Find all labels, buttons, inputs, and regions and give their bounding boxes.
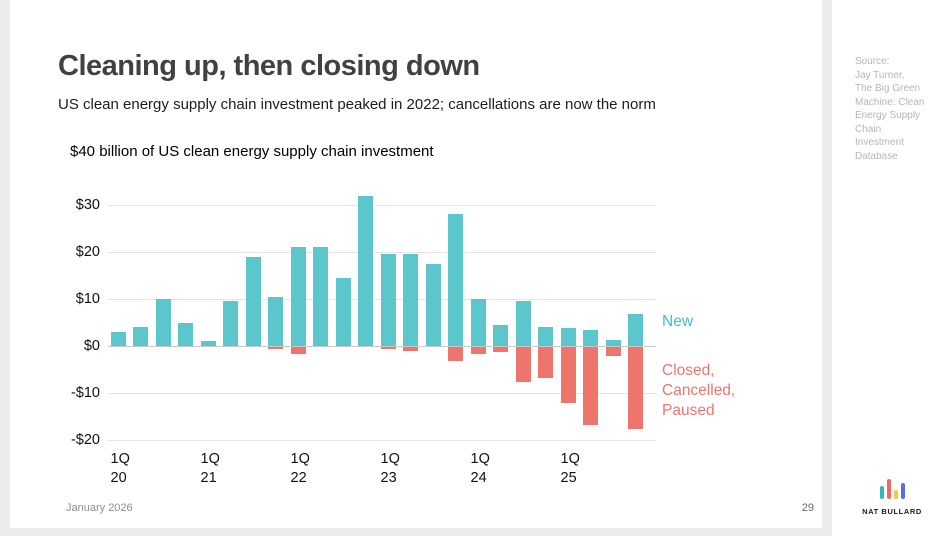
gridline [108,252,656,253]
bar-new [605,340,621,346]
bar-new [245,256,261,346]
y-tick-label: $20 [75,244,100,260]
bar-new [560,328,576,346]
gridline [108,393,656,394]
y-tick-label: $10 [75,291,100,307]
slide-title: Cleaning up, then closing down [58,50,480,82]
logo-bar [893,490,898,499]
chart-title: $40 billion of US clean energy supply ch… [70,143,434,160]
logo-text: NAT BULLARD [862,507,922,516]
gridline [108,205,656,206]
logo-bar [879,486,884,499]
legend-closed: Closed, Cancelled, Paused [662,362,736,420]
logo-bar [900,483,905,499]
bar-closed [493,347,508,352]
bar-closed [515,347,531,383]
bar-new [155,299,171,346]
x-tick-label: 1Q 21 [200,451,220,486]
bar-new [200,341,216,346]
bar-new [110,331,126,346]
bar-closed [470,347,486,355]
bar-new [470,299,486,346]
bar-new [403,254,418,346]
bar-closed [380,347,396,350]
logo-bar [886,479,891,499]
bar-closed [448,347,463,362]
bar-new [313,247,328,346]
bar-new [448,214,463,346]
bar-closed [560,347,576,404]
bar-new [380,254,396,346]
right-sidebar: Source: Jay Turner, The Big Green Machin… [832,0,952,536]
y-tick-label: -$10 [70,385,100,401]
slide-subtitle: US clean energy supply chain investment … [58,96,656,113]
legend-new: New [662,313,694,330]
bar-closed [403,347,418,351]
footer-date: January 2026 [66,502,133,514]
bar-new [628,314,643,346]
y-tick-label: -$20 [70,432,100,448]
logo-bars-icon [879,477,905,499]
bar-new [268,296,283,346]
x-tick-label: 1Q 24 [470,451,490,486]
bar-closed [583,347,598,425]
bar-new [133,327,148,346]
x-axis-labels: 1Q 20 1Q 21 1Q 22 1Q 23 1Q 24 1Q 25 [108,450,656,492]
bar-new [425,263,441,346]
x-tick-label: 1Q 22 [290,451,310,486]
bar-closed [268,347,283,350]
source-attribution: Source: Jay Turner, The Big Green Machin… [855,56,925,162]
bar-new [358,195,373,346]
y-tick-label: $30 [75,197,100,213]
y-tick-label: $0 [83,338,100,354]
x-tick-label: 1Q 25 [560,451,580,486]
bar-closed [628,347,643,430]
bar-new [335,277,351,346]
plot-area [108,158,656,441]
bar-new [178,322,193,346]
bar-new [538,327,553,346]
y-axis-labels: $30 $20 $10 $0 -$10 -$20 [30,158,100,448]
bar-new [493,324,508,346]
page-number: 29 [801,502,814,514]
x-tick-label: 1Q 23 [380,451,400,486]
x-tick-label: 1Q 20 [110,451,130,486]
logo: NAT BULLARD [832,477,952,516]
bar-closed [290,347,306,355]
bar-closed [605,347,621,357]
bar-closed [538,347,553,378]
bar-new [515,301,531,346]
main-slide: Cleaning up, then closing down US clean … [10,0,822,528]
bar-new [290,247,306,346]
bar-new [583,329,598,346]
gridline [108,440,656,441]
gridline [108,346,656,347]
bar-new [223,301,238,346]
